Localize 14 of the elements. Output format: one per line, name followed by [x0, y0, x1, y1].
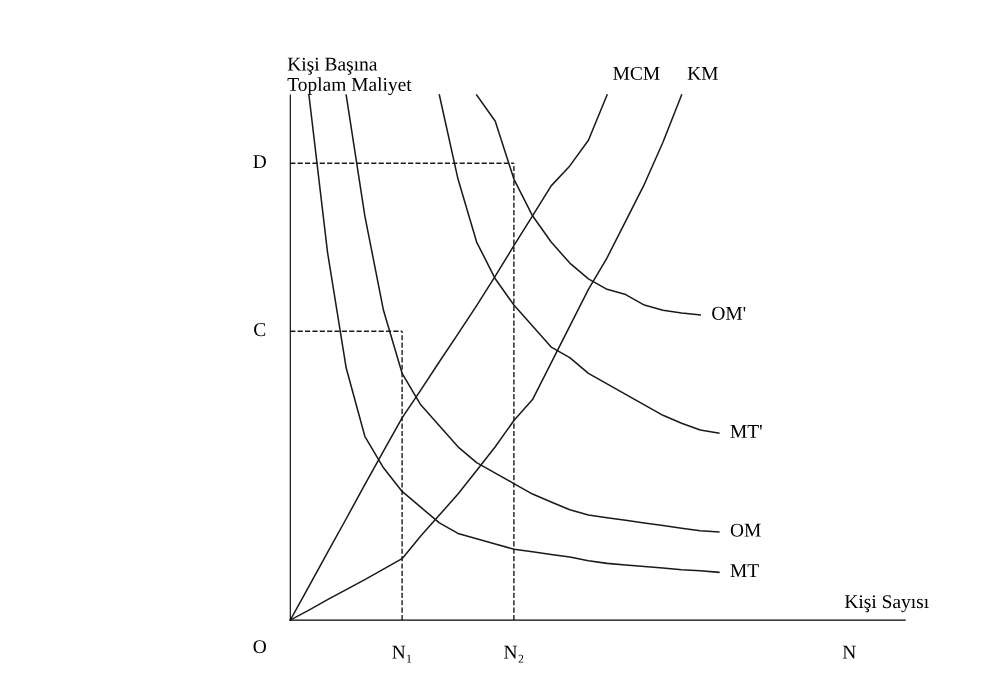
- x-tick-label: N₂: [504, 645, 524, 663]
- x-tick-label: N₁: [392, 645, 412, 663]
- series-label: MT': [730, 425, 762, 438]
- series-label: OM': [712, 306, 746, 320]
- series-label: OM: [730, 523, 761, 537]
- y-axis-title: Kişi Başına Toplam Maliyet: [287, 57, 412, 96]
- ref-line-label: D: [253, 155, 266, 169]
- x-tick-label: N: [842, 645, 856, 659]
- x-axis-title: Kişi Sayısı: [844, 595, 929, 613]
- series-label: KM: [687, 67, 718, 80]
- series-label: MT: [730, 564, 759, 577]
- ref-line-label: C: [254, 323, 266, 337]
- series-label: MCM: [613, 66, 660, 80]
- text: O: [253, 640, 266, 654]
